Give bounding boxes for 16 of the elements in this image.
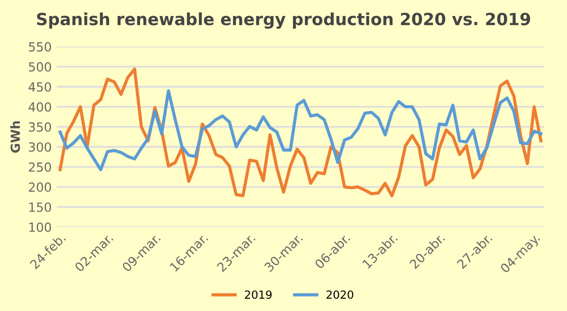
y-tick-label: 400: [28, 102, 52, 112]
y-tick-label: 100: [29, 222, 52, 232]
y-tick-label: 500: [28, 62, 52, 72]
line-series: [58, 68, 542, 198]
y-tick-label: 150: [29, 202, 52, 212]
y-tick-label: 300: [28, 142, 52, 152]
line-series: [58, 89, 542, 172]
y-tick-label: 200: [28, 182, 52, 192]
y-tick-label: 250: [28, 162, 52, 172]
y-axis-title: GWh: [10, 121, 20, 153]
y-tick-label: 350: [28, 122, 52, 132]
legend-label: 2020: [326, 290, 354, 299]
y-tick-label: 450: [28, 82, 52, 92]
y-tick-label: 550: [28, 42, 52, 52]
chart-title: Spanish renewable energy production 2020 vs. 2019: [37, 12, 530, 29]
legend-label: 2019: [244, 290, 272, 299]
